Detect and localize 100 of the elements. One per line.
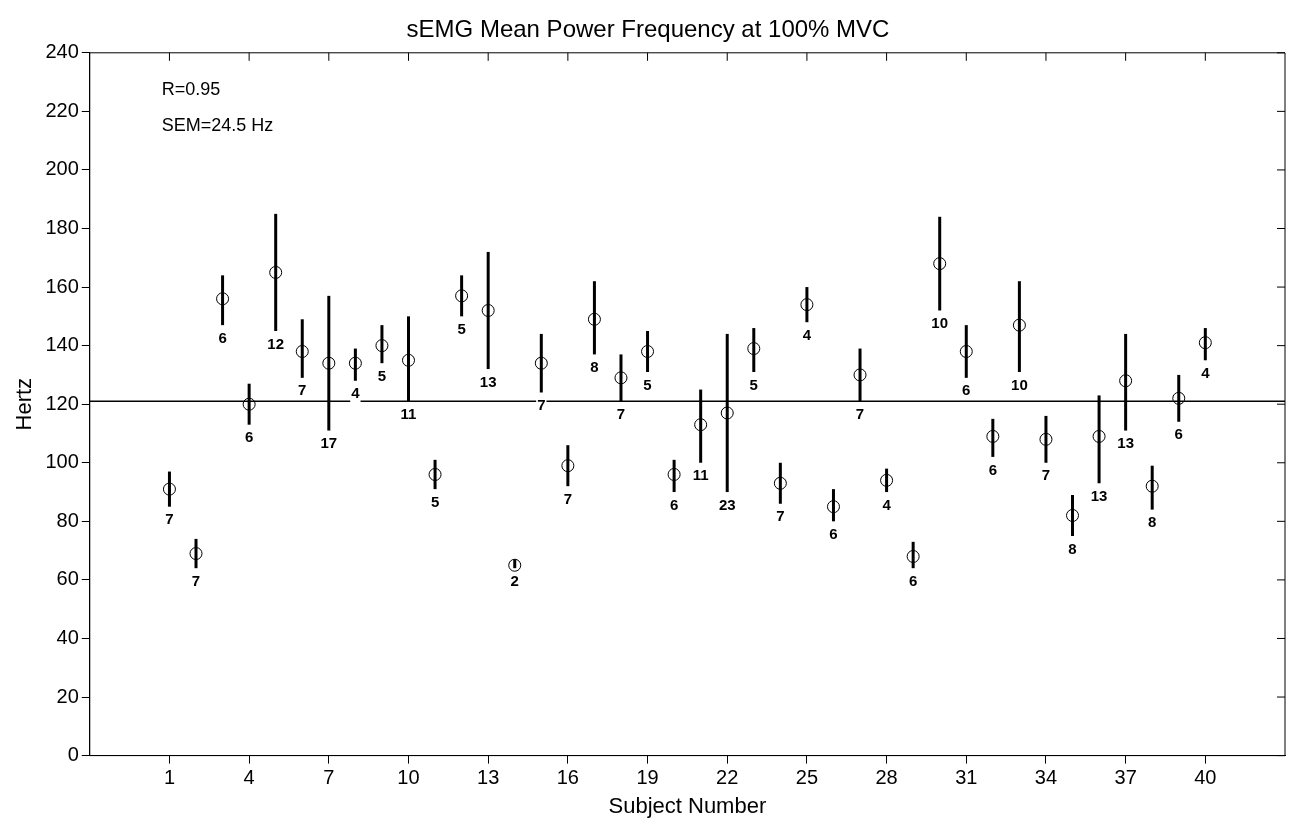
annotation: 10 bbox=[1011, 375, 1028, 393]
x-tick-label: 10 bbox=[397, 766, 420, 789]
annotation: 7 bbox=[776, 507, 785, 525]
annotation: 13 bbox=[1090, 486, 1108, 504]
y-tick-label: 180 bbox=[45, 216, 79, 239]
point bbox=[880, 473, 894, 487]
point bbox=[641, 344, 655, 358]
y-tick-label: 80 bbox=[56, 508, 79, 531]
point bbox=[162, 482, 176, 496]
y-tick-label: 0 bbox=[67, 743, 79, 766]
y-tick-label: 100 bbox=[45, 450, 79, 473]
y-tick-label: 20 bbox=[56, 684, 79, 707]
point bbox=[720, 406, 734, 420]
point bbox=[242, 397, 256, 411]
y-tick-label: 60 bbox=[56, 567, 79, 590]
x-tick-label: 37 bbox=[1114, 766, 1137, 789]
annotation: 11 bbox=[692, 466, 709, 484]
point bbox=[1145, 479, 1159, 493]
x-tick-label: 4 bbox=[243, 766, 255, 789]
annotation: 7 bbox=[165, 510, 174, 528]
annotation: 7 bbox=[616, 404, 626, 422]
point bbox=[402, 353, 415, 367]
point bbox=[1119, 374, 1133, 388]
point bbox=[348, 356, 362, 370]
y-tick-label: 160 bbox=[45, 274, 79, 297]
annotation: 23 bbox=[718, 495, 736, 513]
annotation: 7 bbox=[855, 404, 865, 422]
point bbox=[1198, 336, 1212, 350]
point bbox=[269, 265, 283, 279]
annotation: 4 bbox=[1201, 363, 1211, 381]
annotation: 6 bbox=[829, 524, 838, 542]
point bbox=[800, 298, 814, 312]
point bbox=[375, 339, 389, 353]
annotation: 5 bbox=[749, 375, 758, 393]
annotation: 6 bbox=[1174, 425, 1183, 443]
x-tick-label: 22 bbox=[716, 766, 739, 789]
annotation: R=0.95 bbox=[161, 78, 221, 99]
point bbox=[747, 342, 761, 356]
annotation: 7 bbox=[191, 571, 201, 589]
point bbox=[1039, 432, 1053, 446]
annotation: 12 bbox=[267, 334, 285, 352]
annotation: 5 bbox=[430, 492, 440, 510]
point bbox=[1012, 318, 1026, 332]
y-tick-label: 40 bbox=[56, 625, 79, 648]
point bbox=[295, 344, 309, 358]
point bbox=[561, 459, 575, 473]
annotation: 6 bbox=[669, 495, 679, 513]
point bbox=[614, 371, 628, 385]
point bbox=[694, 418, 708, 432]
annotation: 8 bbox=[590, 358, 599, 376]
point bbox=[189, 547, 203, 561]
point bbox=[428, 467, 442, 481]
point bbox=[1092, 429, 1106, 443]
annotation: 7 bbox=[563, 489, 573, 507]
point bbox=[959, 344, 973, 358]
x-tick-label: 19 bbox=[636, 766, 659, 789]
point bbox=[906, 549, 920, 563]
y-tick-label: 200 bbox=[45, 157, 79, 180]
point bbox=[853, 368, 867, 382]
annotation: 5 bbox=[643, 375, 652, 393]
point bbox=[481, 303, 495, 317]
annotation: 13 bbox=[479, 372, 497, 390]
y-tick-label: 120 bbox=[45, 391, 79, 414]
point bbox=[773, 476, 787, 490]
point bbox=[986, 429, 1000, 443]
annotation: 4 bbox=[351, 384, 361, 402]
point bbox=[1172, 391, 1186, 405]
x-tick-label: 34 bbox=[1034, 766, 1058, 789]
annotation: 5 bbox=[457, 319, 466, 337]
annotation: 7 bbox=[298, 381, 307, 399]
annotation: 8 bbox=[1148, 513, 1157, 531]
x-tick-label: 7 bbox=[323, 766, 335, 789]
x-tick-label: 25 bbox=[795, 766, 819, 789]
annotation: 4 bbox=[802, 325, 812, 343]
x-tick-label: 31 bbox=[955, 766, 978, 789]
annotation: 6 bbox=[244, 428, 254, 446]
annotation: 6 bbox=[962, 381, 971, 399]
x-tick-label: 28 bbox=[875, 766, 898, 789]
annotation: 17 bbox=[320, 434, 338, 452]
y-axis-title: Hertz bbox=[11, 377, 37, 431]
x-axis-title: Subject Number bbox=[608, 792, 767, 818]
point bbox=[216, 292, 230, 306]
x-tick-label: 1 bbox=[163, 766, 176, 789]
point bbox=[322, 356, 336, 370]
annotation: 6 bbox=[988, 460, 997, 478]
annotation: 10 bbox=[931, 314, 949, 332]
point bbox=[587, 312, 601, 326]
annotation: 4 bbox=[882, 495, 892, 513]
x-tick-label: 13 bbox=[477, 766, 500, 789]
annotation: 7 bbox=[1041, 466, 1051, 484]
annotation: 13 bbox=[1117, 434, 1134, 452]
y-tick-label: 140 bbox=[45, 333, 79, 356]
point bbox=[534, 356, 548, 370]
y-tick-label: 240 bbox=[45, 40, 79, 63]
annotation: 7 bbox=[537, 396, 546, 414]
annotation: 6 bbox=[908, 571, 918, 589]
annotation: 8 bbox=[1068, 539, 1077, 557]
point bbox=[667, 467, 681, 481]
annotation: 2 bbox=[510, 571, 519, 589]
annotation: 11 bbox=[400, 404, 417, 422]
